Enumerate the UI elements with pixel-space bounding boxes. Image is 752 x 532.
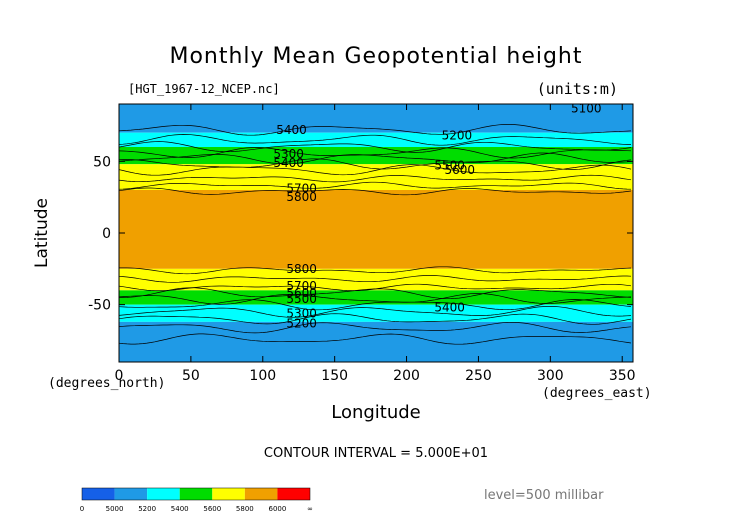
contour-label: 5300: [273, 147, 304, 161]
colorbar-segment: [277, 488, 310, 500]
contour-line: [118, 124, 632, 136]
y-tick-label: 50: [93, 154, 111, 170]
y-unit-label: (degrees_north): [48, 376, 166, 391]
band-4: [119, 190, 633, 269]
band-5: [119, 268, 633, 291]
contour-line: [118, 152, 632, 165]
x-unit-label: (degrees_east): [542, 386, 652, 401]
contour-label: 5600: [286, 286, 317, 300]
contour-line: [118, 134, 632, 146]
colorbar-label: 0: [79, 505, 85, 513]
level-text: level=500 millibar: [484, 488, 604, 503]
band-1: [119, 132, 633, 147]
x-tick-label: 0: [115, 368, 124, 384]
contour-line: [118, 181, 632, 190]
contour-line: [118, 147, 632, 159]
y-tick-label: 0: [102, 226, 111, 242]
units-label: (units:m): [536, 80, 618, 98]
contour-line: [118, 141, 632, 153]
contour-line: [118, 306, 632, 318]
contour-label: 5200: [286, 316, 317, 330]
x-tick-label: 350: [609, 368, 636, 384]
contour-label: 5500: [434, 159, 465, 173]
contour-line: [118, 275, 632, 283]
contour-label: 5300: [286, 306, 317, 320]
contour-label: 5700: [286, 279, 317, 293]
colorbar-label: 5600: [203, 505, 222, 513]
contour-label: 5600: [444, 163, 475, 177]
contour-line: [118, 164, 632, 176]
colorbar-segment: [212, 488, 245, 500]
contour-label: 5800: [286, 190, 317, 204]
contour-label: 5200: [442, 129, 473, 143]
contour-line: [119, 287, 632, 300]
contour-interval-text: CONTOUR INTERVAL = 5.000E+01: [263, 446, 489, 461]
contour-label: 5500: [286, 292, 317, 306]
x-tick-label: 50: [182, 368, 200, 384]
contour-line: [118, 333, 632, 345]
contour-label: 5400: [276, 123, 307, 137]
colorbar-label: 6000: [268, 505, 287, 513]
x-tick-label: 250: [465, 368, 492, 384]
colorbar-label: ∞: [307, 505, 313, 513]
x-tick-label: 100: [249, 368, 276, 384]
contour-label: 5800: [286, 262, 317, 276]
band-0: [119, 104, 633, 133]
contour-label: 5400: [273, 156, 304, 170]
colorbar-label: 5000: [105, 505, 124, 513]
colorbar-label: 5400: [170, 505, 189, 513]
contour-line: [118, 158, 632, 170]
x-tick-label: 200: [393, 368, 420, 384]
contour-line: [118, 174, 632, 183]
x-axis-label: Longitude: [331, 402, 421, 423]
band-7: [119, 304, 633, 322]
contour-label: 5100: [571, 101, 602, 115]
contour-line: [119, 266, 632, 275]
colorbar-frame: [81, 487, 311, 501]
band-8: [119, 321, 633, 362]
colorbar-label: 5800: [235, 505, 254, 513]
colorbar-segment: [82, 488, 115, 500]
chart-title: Monthly Mean Geopotential height: [169, 44, 583, 69]
colorbar-label: 5200: [138, 505, 157, 513]
contour-line: [118, 299, 632, 311]
contour-label: 5400: [434, 301, 465, 315]
colorbar-segment: [179, 488, 213, 500]
file-label: [HGT_1967-12_NCEP.nc]: [128, 82, 280, 96]
contour-line: [118, 321, 632, 334]
contour-line: [118, 313, 632, 325]
contour-line: [118, 187, 632, 196]
x-tick-label: 300: [537, 368, 564, 384]
y-tick-label: -50: [88, 298, 111, 314]
contour-label: 5700: [286, 182, 317, 196]
colorbar-segment: [147, 488, 180, 500]
y-axis-label: Latitude: [32, 198, 52, 268]
colorbar-segment: [244, 488, 278, 500]
colorbar-segment: [114, 488, 148, 500]
x-tick-label: 150: [321, 368, 348, 384]
